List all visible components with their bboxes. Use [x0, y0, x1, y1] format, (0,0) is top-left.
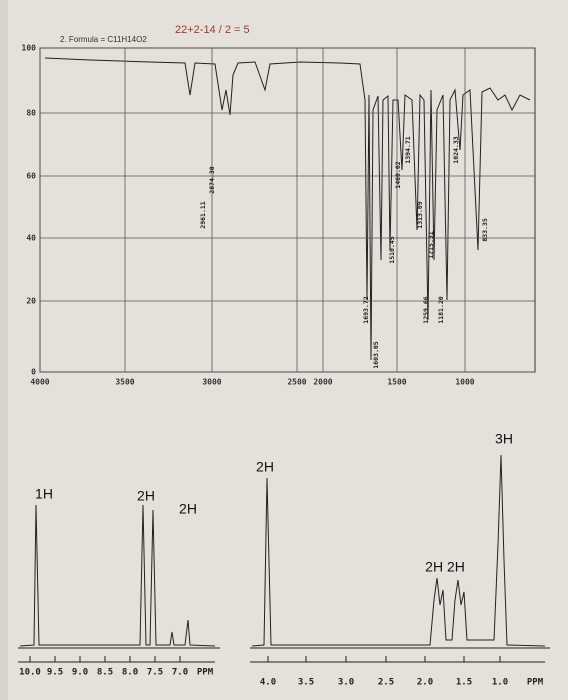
ir-y-tick-label: 0: [31, 368, 36, 377]
nmr-integration: 2H: [179, 501, 197, 517]
nmr-axis-label: 2.0: [417, 678, 433, 688]
ir-peak-label: 1181.20: [437, 296, 445, 323]
paper: [8, 0, 568, 700]
nmr-integration: 3H: [495, 431, 513, 447]
nmr-axis-label: 8.0: [122, 668, 138, 678]
nmr-axis-label: 1.0: [492, 678, 508, 688]
ir-peak-label: 833.35: [481, 218, 489, 242]
nmr-axis-label: 9.0: [72, 668, 88, 678]
ir-x-tick-label: 4000: [30, 378, 49, 387]
ir-y-tick-label: 20: [26, 297, 36, 306]
ir-peak-label: 1215.31: [427, 231, 435, 258]
ir-y-tick-label: 60: [26, 172, 36, 181]
ir-peak-label: 1693.72: [362, 296, 370, 323]
ir-y-tick-label: 80: [26, 109, 36, 118]
handwritten-note: 22+2-14 / 2 = 5: [175, 24, 250, 36]
nmr-integration: 1H: [35, 486, 53, 502]
ir-peak-label: 1259.66: [422, 296, 430, 323]
nmr-trace-left: [19, 504, 216, 647]
nmr-axis-label: PPM: [527, 678, 544, 688]
formula: 2. Formula = C11H14O2: [60, 35, 147, 44]
nmr-integration: 2H: [137, 488, 155, 504]
nmr-integration: 2H 2H: [425, 559, 465, 575]
ir-trace: [44, 57, 531, 361]
nmr-axis-label: PPM: [197, 668, 214, 678]
ir-x-tick-label: 1000: [455, 378, 474, 387]
ir-peak-label: 1394.71: [404, 136, 412, 163]
nmr-axis-label: 8.5: [97, 668, 113, 678]
nmr-axis-label: 3.0: [338, 678, 354, 688]
ir-x-tick-label: 1500: [387, 378, 406, 387]
nmr-integration: 2H: [256, 459, 274, 475]
nmr-axis-label: 7.5: [147, 668, 163, 678]
nmr-axis-label: 3.5: [298, 678, 314, 688]
ir-peak-label: 2961.11: [199, 201, 207, 228]
nmr-trace-right: [251, 454, 546, 647]
nmr-axis-label: 1.5: [456, 678, 472, 688]
ir-x-tick-label: 2500: [287, 378, 306, 387]
ir-x-tick-label: 3000: [202, 378, 221, 387]
ir-peak-label: 1510.45: [388, 236, 396, 263]
ir-peak-label: 1603.05: [372, 341, 380, 368]
nmr-axis-label: 2.5: [378, 678, 394, 688]
nmr-axis-label: 10.0: [19, 668, 41, 678]
ir-peak-label: 1024.33: [452, 136, 460, 163]
ir-peak-label: 1313.09: [416, 201, 424, 228]
ir-peak-label: 2874.30: [208, 166, 216, 193]
ir-peak-label: 1460.02: [394, 161, 402, 188]
ir-y-tick-label: 100: [22, 44, 37, 53]
ir-x-tick-label: 2000: [313, 378, 332, 387]
nmr-axis-label: 9.5: [47, 668, 63, 678]
ir-x-tick-label: 3500: [115, 378, 134, 387]
ir-y-tick-label: 40: [26, 234, 36, 243]
nmr-spectrum: [18, 454, 550, 649]
nmr-axis-label: 4.0: [260, 678, 276, 688]
nmr-axis-label: 7.0: [172, 668, 188, 678]
